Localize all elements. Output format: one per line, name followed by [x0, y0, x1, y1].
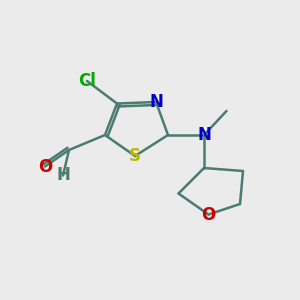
- Text: N: N: [149, 93, 163, 111]
- Text: O: O: [201, 206, 216, 224]
- Text: O: O: [38, 158, 52, 175]
- Text: N: N: [197, 126, 211, 144]
- Text: H: H: [56, 167, 70, 184]
- Text: Cl: Cl: [78, 72, 96, 90]
- Text: S: S: [129, 147, 141, 165]
